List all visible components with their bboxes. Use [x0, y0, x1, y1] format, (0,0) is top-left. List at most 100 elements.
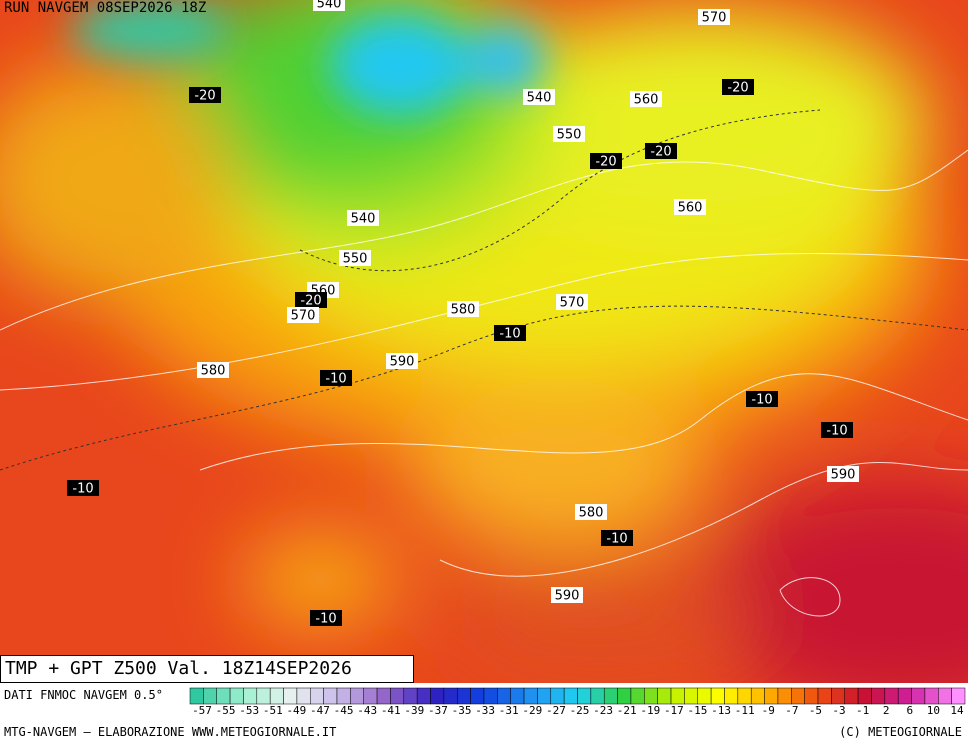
contour-label: -20 [595, 155, 616, 170]
temperature-field [0, 0, 968, 683]
contour-label-box [827, 466, 859, 482]
colorbar-swatch [791, 687, 805, 705]
contour-label-box [320, 370, 352, 386]
colorbar-label: -21 [617, 704, 637, 716]
colorbar-swatch [403, 687, 418, 705]
colorbar-label: -45 [334, 704, 354, 716]
colorbar-swatch [310, 687, 324, 705]
colorbar-swatch [283, 687, 298, 705]
colorbar-swatch [831, 687, 845, 705]
colorbar-swatch [363, 687, 378, 705]
contour-label: 560 [678, 201, 703, 216]
contour-label-box [556, 294, 588, 310]
colorbar-swatch [336, 687, 351, 705]
colorbar-label: 6 [907, 704, 914, 716]
contour-label: -10 [499, 327, 520, 342]
colorbar-label: -7 [785, 704, 798, 716]
colorbar: -57 -55 -53 -51 -49 -47 -45 -43 -41 -39 -37 -35 -33-… [189, 687, 966, 716]
contour-label-box [553, 126, 585, 142]
colorbar-label: 10 [927, 704, 940, 716]
contour-label-box [746, 391, 778, 407]
contour-label: -20 [650, 145, 671, 160]
contour-label: 590 [555, 589, 580, 604]
contour-label: 570 [291, 309, 316, 324]
contour-label-box [347, 210, 379, 226]
colorbar-swatch [911, 687, 926, 705]
colorbar-swatch [416, 687, 431, 705]
contour-label: 540 [317, 0, 342, 12]
contour-label-box [575, 504, 607, 520]
contour-label: 590 [831, 468, 856, 483]
colorbar-swatch [817, 687, 832, 705]
colorbar-swatch [804, 687, 819, 705]
contour-label-box [674, 199, 706, 215]
colorbar-swatch [871, 687, 886, 705]
contour-label: -10 [606, 532, 627, 547]
colorbar-swatch [603, 687, 618, 705]
contour-label-box [295, 292, 327, 308]
contour-label-box [310, 610, 342, 626]
contour-label-box [494, 325, 526, 341]
colorbar-swatch [750, 687, 765, 705]
colorbar-label: -37 [428, 704, 448, 716]
colorbar-swatch [510, 687, 525, 705]
colorbar-label: -55 [216, 704, 236, 716]
contour-label: -20 [727, 81, 748, 96]
contour-label-box [698, 9, 730, 25]
contour-label: 590 [390, 355, 415, 370]
colorbar-label: -39 [404, 704, 424, 716]
colorbar-swatch [483, 687, 498, 705]
colorbar-swatch [256, 687, 271, 705]
colorbar-swatch [630, 687, 645, 705]
colorbar-swatch [296, 687, 311, 705]
colorbar-swatch [350, 687, 364, 705]
contour-label-box [313, 0, 345, 11]
colorbar-swatch [523, 687, 538, 705]
contour-label-box [189, 87, 221, 103]
colorbar-label: -23 [593, 704, 613, 716]
colorbar-swatch [897, 687, 912, 705]
colorbar-label: -19 [640, 704, 660, 716]
contour-label: 560 [634, 93, 659, 108]
colorbar-label: 2 [883, 704, 890, 716]
colorbar-swatch [470, 687, 485, 705]
colorbar-label: -33 [475, 704, 495, 716]
colorbar-label: -1 [856, 704, 869, 716]
colorbar-label: -43 [357, 704, 377, 716]
colorbar-swatch [924, 687, 939, 705]
colorbar-swatch [390, 687, 405, 705]
source: DATI FNMOC NAVGEM 0.5° [4, 688, 163, 702]
colorbar-swatch [884, 687, 899, 705]
colorbar-label: -3 [832, 704, 845, 716]
colorbar-swatch [777, 687, 792, 705]
contour-label: 550 [557, 128, 582, 143]
colorbar-label: -51 [263, 704, 283, 716]
colorbar-swatch [670, 687, 685, 705]
colorbar-swatch [497, 687, 511, 705]
contour-label: -20 [300, 294, 321, 309]
contour-label: -10 [325, 372, 346, 387]
colorbar-label: 14 [950, 704, 964, 716]
colorbar-label: -27 [546, 704, 566, 716]
colorbar-label: -31 [499, 704, 519, 716]
colorbar-swatch [938, 687, 952, 705]
contour-label-box [447, 301, 479, 317]
colorbar-label: -17 [664, 704, 684, 716]
contour-label-box [386, 353, 418, 369]
colorbar-swatch [203, 687, 217, 705]
contour-label-box [67, 480, 99, 496]
colorbar-swatch [590, 687, 605, 705]
colorbar-swatch [229, 687, 244, 705]
colorbar-swatch [724, 687, 739, 705]
colorbar-swatch [456, 687, 471, 705]
colorbar-label: -49 [286, 704, 306, 716]
colorbar-label: -9 [762, 704, 775, 716]
colorbar-swatch [644, 687, 658, 705]
contour-label: -10 [72, 482, 93, 497]
footer-right: (C) METEOGIORNALE [839, 725, 962, 739]
colorbar-swatch [269, 687, 284, 705]
colorbar-swatch [323, 687, 338, 705]
colorbar-swatch [764, 687, 779, 705]
